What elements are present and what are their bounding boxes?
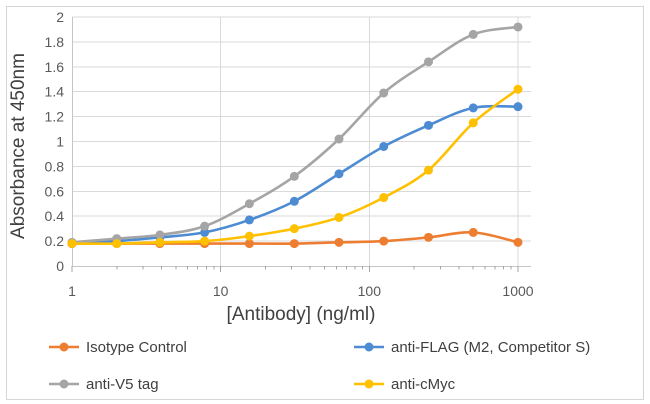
legend-line-marker-icon [49,379,79,389]
gridlines-group [72,16,531,266]
y-tick-label: 1.6 [45,59,65,75]
y-tick-label: 0.2 [45,233,65,249]
data-point-marker [67,239,77,249]
data-point-marker [334,169,344,179]
data-point-marker [289,171,299,181]
y-tick-label: 0.4 [45,208,65,224]
data-point-marker [513,237,523,247]
legend-item-anti-flag: anti-FLAG (M2, Competitor S) [353,338,591,356]
data-point-marker [155,230,165,240]
data-point-marker [379,88,389,98]
data-point-marker [334,212,344,222]
x-tick-label: 1 [68,283,76,299]
data-point-marker [468,29,478,39]
data-point-marker [334,237,344,247]
data-point-marker [334,134,344,144]
legend-label: anti-V5 tag [86,375,159,393]
data-point-marker [379,141,389,151]
elisa-titration-chart: 0 0.2 0.4 0.6 0.8 1 1.2 1.4 1.6 1.8 2 1 10 100 1000 Ab… [8,9,534,325]
data-point-marker [244,239,254,249]
data-point-marker [513,22,523,32]
legend-line-marker-icon [354,342,384,352]
data-point-marker [423,232,433,242]
y-tick-label: 0.6 [45,183,65,199]
legend-item-anti-v5-tag: anti-V5 tag [48,375,159,393]
legend-label: anti-cMyc [391,375,456,393]
y-tick-label: 1.4 [45,84,65,100]
data-point-marker [200,236,210,246]
legend-label: anti-FLAG (M2, Competitor S) [391,338,591,356]
x-tick-label: 10 [213,283,229,299]
y-tick-label: 1.2 [45,109,65,125]
series-anti-cmyc [67,84,523,249]
data-point-marker [244,215,254,225]
legend-line-marker-icon [49,342,79,352]
data-point-marker [244,231,254,241]
x-axis-title: [Antibody] (ng/ml) [227,304,376,325]
y-tick-label: 0.8 [45,158,65,174]
data-point-marker [289,196,299,206]
data-point-marker [112,239,122,249]
data-point-marker [513,84,523,94]
data-point-marker [423,165,433,175]
tick-marks-group [71,266,519,272]
y-tick-label: 2 [56,9,64,25]
x-tick-label: 100 [358,283,382,299]
axes-group [72,17,531,267]
legend-label: Isotype Control [86,338,187,356]
legend-item-isotype-control: Isotype Control [48,338,187,356]
data-point-marker [155,237,165,247]
series-anti-v5-tag [67,22,523,247]
data-point-marker [468,103,478,113]
data-point-marker [379,193,389,203]
data-point-marker [244,199,254,209]
tick-labels-group: 0 0.2 0.4 0.6 0.8 1 1.2 1.4 1.6 1.8 2 1 10 100 1000 [45,9,534,299]
x-tick-label: 1000 [502,283,533,299]
data-point-marker [289,224,299,234]
y-tick-label: 1.8 [45,34,65,50]
data-point-marker [468,227,478,237]
series-group [67,22,523,249]
y-axis-title: Absorbance at 450nm [8,53,29,239]
y-tick-label: 1 [56,134,64,150]
series-line [70,25,520,244]
data-point-marker [513,102,523,112]
data-point-marker [200,227,210,237]
data-point-marker [423,57,433,67]
legend-item-anti-cmyc: anti-cMyc [353,375,456,393]
data-point-marker [289,239,299,249]
data-point-marker [468,118,478,128]
data-point-marker [200,221,210,231]
legend-line-marker-icon [354,379,384,389]
y-tick-label: 0 [56,258,64,274]
data-point-marker [379,236,389,246]
data-point-marker [423,120,433,130]
